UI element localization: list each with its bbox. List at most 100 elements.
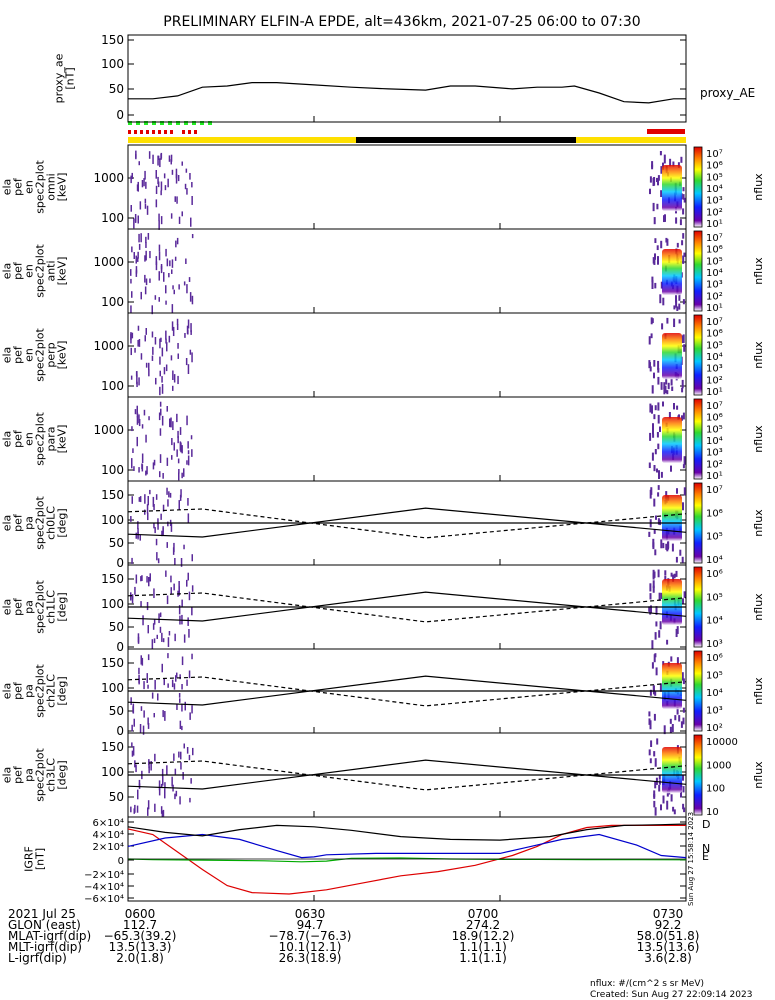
- flux-speck: [134, 760, 136, 768]
- y-tick-label: 2×10⁴: [93, 842, 124, 853]
- flux-speck: [135, 764, 137, 773]
- flux-speck: [673, 305, 676, 310]
- flux-speck: [162, 775, 164, 786]
- flux-speck: [159, 612, 162, 618]
- flux-speck: [136, 371, 138, 377]
- flux-speck: [653, 217, 656, 225]
- flux-speck: [187, 450, 190, 455]
- flux-speck: [681, 335, 684, 344]
- flux-speck: [183, 634, 186, 643]
- flux-speck: [172, 326, 175, 337]
- flux-speck: [133, 218, 135, 229]
- flux-speck: [178, 605, 181, 615]
- panel-frame: [127, 228, 687, 314]
- flux-speck: [170, 154, 173, 162]
- colorbar-tick-label: 10⁶: [706, 569, 723, 580]
- flux-speck: [673, 403, 675, 410]
- flux-speck: [146, 205, 149, 215]
- y-axis-label: pa: [23, 768, 36, 782]
- flux-speck: [179, 796, 181, 805]
- colorbar-tick-label: 10000: [706, 737, 738, 748]
- flux-speck: [170, 575, 172, 583]
- flux-speck: [158, 271, 160, 281]
- y-tick-label: 6×10⁴: [93, 818, 124, 829]
- flux-speck: [137, 325, 140, 331]
- flux-speck: [649, 366, 652, 372]
- table-cell: 3.6(2.8): [644, 951, 692, 965]
- flux-speck: [682, 194, 685, 200]
- flux-speck: [683, 487, 686, 496]
- fgm-mark: [184, 121, 188, 125]
- flux-speck: [651, 276, 654, 283]
- flux-speck: [656, 245, 659, 251]
- flux-speck: [130, 333, 132, 344]
- flux-speck: [175, 790, 178, 797]
- colorbar-tick-label: 10⁴: [706, 616, 723, 627]
- flux-speck: [654, 758, 657, 767]
- y-axis-label: spec2plot: [34, 412, 47, 466]
- flux-speck: [649, 176, 652, 183]
- table-cell: 92.2: [655, 918, 682, 932]
- fgm-mark: [144, 121, 148, 125]
- flux-speck: [660, 471, 663, 478]
- flux-speck: [160, 806, 163, 814]
- flux-speck: [147, 800, 150, 810]
- y-tick-label: 100: [101, 513, 124, 527]
- flux-speck: [676, 707, 679, 715]
- y-tick-label: 100: [101, 681, 124, 695]
- flux-speck: [652, 433, 655, 438]
- colorbar-tick-label: 100: [706, 784, 725, 795]
- flux-speck: [139, 724, 142, 734]
- flux-speck: [183, 281, 186, 286]
- table-cell: 112.7: [123, 918, 157, 932]
- flux-speck: [664, 575, 667, 581]
- flux-speck: [163, 678, 165, 686]
- flux-speck: [655, 667, 658, 676]
- flux-speck: [662, 795, 665, 804]
- flux-speck: [183, 743, 185, 749]
- flux-speck: [154, 753, 156, 762]
- table-row-label: MLAT-igrf(dip): [8, 929, 91, 943]
- flux-speck: [165, 248, 167, 257]
- flux-speck: [137, 521, 139, 530]
- flux-speck: [657, 485, 660, 490]
- flux-speck: [163, 173, 166, 179]
- panel-frame: [127, 34, 687, 123]
- flux-speck: [170, 417, 172, 428]
- flux-speck: [152, 496, 155, 507]
- flux-speck: [132, 746, 135, 756]
- flux-speck: [139, 201, 142, 210]
- flux-speck: [155, 256, 158, 266]
- flux-speck: [649, 188, 651, 195]
- flux-speck: [675, 300, 678, 308]
- flux-speck: [162, 638, 165, 643]
- science-mark: [164, 130, 167, 134]
- eclipse-bar: [356, 137, 576, 143]
- flux-speck: [171, 438, 173, 446]
- flux-speck: [160, 216, 163, 225]
- flux-blob: [662, 579, 682, 626]
- flux-speck: [683, 456, 686, 465]
- flux-speck: [173, 442, 175, 451]
- flux-speck: [154, 295, 157, 300]
- flux-speck: [172, 547, 175, 555]
- flux-speck: [653, 688, 655, 695]
- flux-speck: [130, 269, 132, 276]
- flux-speck: [658, 592, 661, 601]
- flux-speck: [649, 583, 652, 592]
- flux-speck: [141, 464, 144, 472]
- flux-speck: [682, 598, 684, 604]
- flux-speck: [652, 585, 655, 593]
- flux-speck: [667, 542, 669, 550]
- flux-speck: [683, 807, 686, 813]
- flux-blob: [662, 495, 682, 542]
- fgm-mark: [192, 121, 196, 125]
- flux-speck: [661, 323, 664, 330]
- flux-speck: [145, 328, 147, 335]
- flux-speck: [144, 335, 146, 342]
- flux-speck: [650, 605, 652, 614]
- flux-speck: [179, 441, 182, 451]
- flux-speck: [171, 269, 173, 274]
